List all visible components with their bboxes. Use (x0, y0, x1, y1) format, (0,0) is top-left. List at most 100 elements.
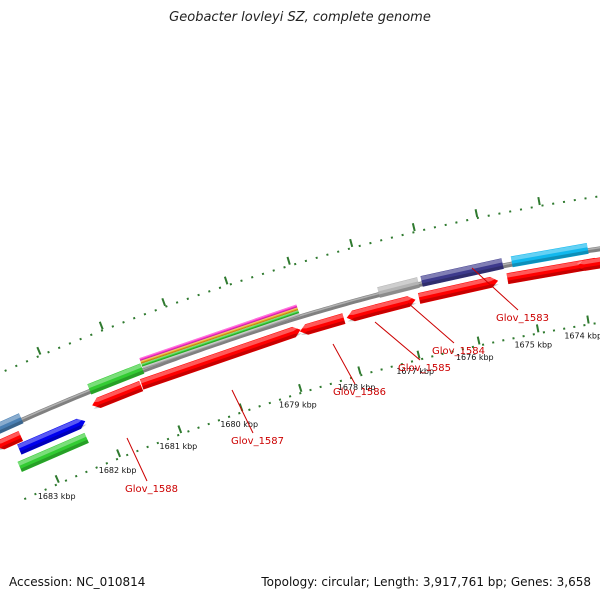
scale-label: 1681 kbp (160, 442, 198, 451)
scale-dot-inner (552, 202, 555, 205)
scale-ruler: 1674 kbp 1675 kbp 1676 kbp 1677 kbp 1678 kbp… (4, 195, 600, 501)
scale-dot-inner (14, 364, 18, 368)
scale-dot-outer (74, 474, 78, 478)
scale-dot-outer (278, 398, 282, 401)
scale-tick-major (416, 350, 421, 359)
cog-steel-body (0, 413, 24, 437)
scale-dot-inner (379, 239, 383, 242)
scale-dot-inner (218, 286, 222, 290)
cds-1583-shine (506, 258, 600, 278)
scale-dot-inner (509, 210, 512, 213)
scale-dot-outer (156, 441, 160, 445)
cog-multi-4-body (139, 304, 298, 361)
scale-dot-inner (208, 290, 211, 293)
scale-dot-inner (476, 216, 480, 220)
scale-dot-outer (441, 352, 444, 356)
scale-label: 1676 kbp (456, 353, 494, 362)
cds-1585 (375, 296, 417, 316)
scale-dot-outer (512, 337, 515, 340)
cds-right-partial-shine (576, 256, 600, 265)
scale-dot-inner (25, 359, 29, 363)
cog-cyan-shine (510, 243, 588, 261)
scale-dot-inner (143, 312, 147, 316)
scale-dot-outer (44, 488, 47, 491)
scale-dot-outer (207, 422, 210, 426)
cds-1583-shade (507, 265, 600, 284)
scale-dot-outer (64, 479, 68, 482)
scale-dot-inner (422, 228, 426, 232)
scale-label: 1683 kbp (38, 492, 76, 501)
scale-dot-outer (390, 365, 393, 368)
leader-line (231, 389, 254, 434)
cog-blue-left-shine (17, 418, 85, 449)
cog-steel (0, 413, 24, 437)
scale-tick-major (357, 366, 362, 375)
scale-dot-inner (165, 305, 168, 308)
scale-tick-inner (411, 223, 416, 232)
leader-line (126, 437, 148, 482)
scale-tick-inner (223, 276, 229, 285)
cog-multi-1 (142, 312, 301, 370)
scale-dot-outer (187, 430, 190, 433)
scale-dot-inner (197, 293, 200, 297)
scale-dot-outer (136, 449, 139, 453)
scale-tick-major (586, 315, 590, 324)
scale-dot-inner (47, 350, 50, 354)
cds-right-partial-shade (577, 263, 600, 271)
scale-dot-outer (309, 388, 312, 392)
cog-green-1588 (87, 363, 145, 395)
scale-dot-outer (329, 382, 333, 386)
scale-dot-inner (261, 272, 265, 276)
scale-dot-outer (54, 483, 58, 487)
cog-navy (420, 258, 504, 287)
scale-tick-inner (537, 196, 541, 206)
scale-dot-outer (563, 327, 566, 330)
scale-dot-inner (186, 297, 190, 301)
scale-label: 1674 kbp (564, 332, 600, 341)
scale-dot-outer (146, 445, 149, 449)
cog-multi-3-body (140, 307, 299, 364)
scale-dot-inner (283, 266, 286, 269)
scale-dot-outer (166, 437, 170, 441)
cog-steel-shine (0, 413, 21, 431)
scale-dot-inner (444, 223, 447, 227)
cds-1585-body (375, 296, 416, 316)
scale-dot-inner (4, 369, 7, 372)
summary-text: Topology: circular; Length: 3,917,761 bp… (261, 575, 591, 589)
cog-multi-2-shade (141, 312, 300, 367)
scale-dot-outer (217, 419, 221, 422)
scale-dot-inner (315, 256, 318, 260)
cog-multi-1-shine (142, 313, 300, 368)
cog-multi-2-body (141, 310, 300, 367)
scale-label: 1680 kbp (220, 420, 258, 429)
scale-dot-inner (132, 316, 136, 320)
scale-dot-inner (412, 231, 415, 234)
scale-dot-outer (248, 408, 251, 412)
cog-multi-1-shade (142, 314, 301, 370)
scale-dot-inner (272, 269, 275, 272)
scale-dot-outer (34, 492, 37, 496)
accession-text: Accession: NC_010814 (9, 575, 146, 589)
cds-left-body (0, 430, 24, 450)
scale-label: 1682 kbp (99, 466, 137, 475)
scale-label: 1675 kbp (514, 341, 552, 350)
cds-left-shine (0, 431, 21, 445)
scale-dot-inner (433, 226, 437, 229)
cds-1587-body (139, 326, 301, 390)
cog-multi-3 (140, 307, 299, 364)
cog-cyan-body (510, 242, 589, 268)
cds-right-partial (576, 256, 600, 271)
scale-dot-inner (326, 253, 329, 256)
scale-dot-outer (400, 362, 404, 366)
scale-dot-inner (240, 279, 243, 282)
gene-label-glov_1586: Glov_1586 (333, 387, 386, 398)
scale-tick-major (177, 425, 183, 434)
cog-cyan-shade (512, 250, 589, 268)
cds-1586 (299, 313, 346, 335)
cds-1587 (139, 326, 302, 390)
cog-multi-2 (141, 310, 300, 367)
cds-1586-fwd-shade (347, 311, 380, 322)
cds-1587-shine (139, 326, 300, 384)
scale-dot-inner (347, 247, 351, 251)
scale-dot-outer (461, 348, 464, 351)
